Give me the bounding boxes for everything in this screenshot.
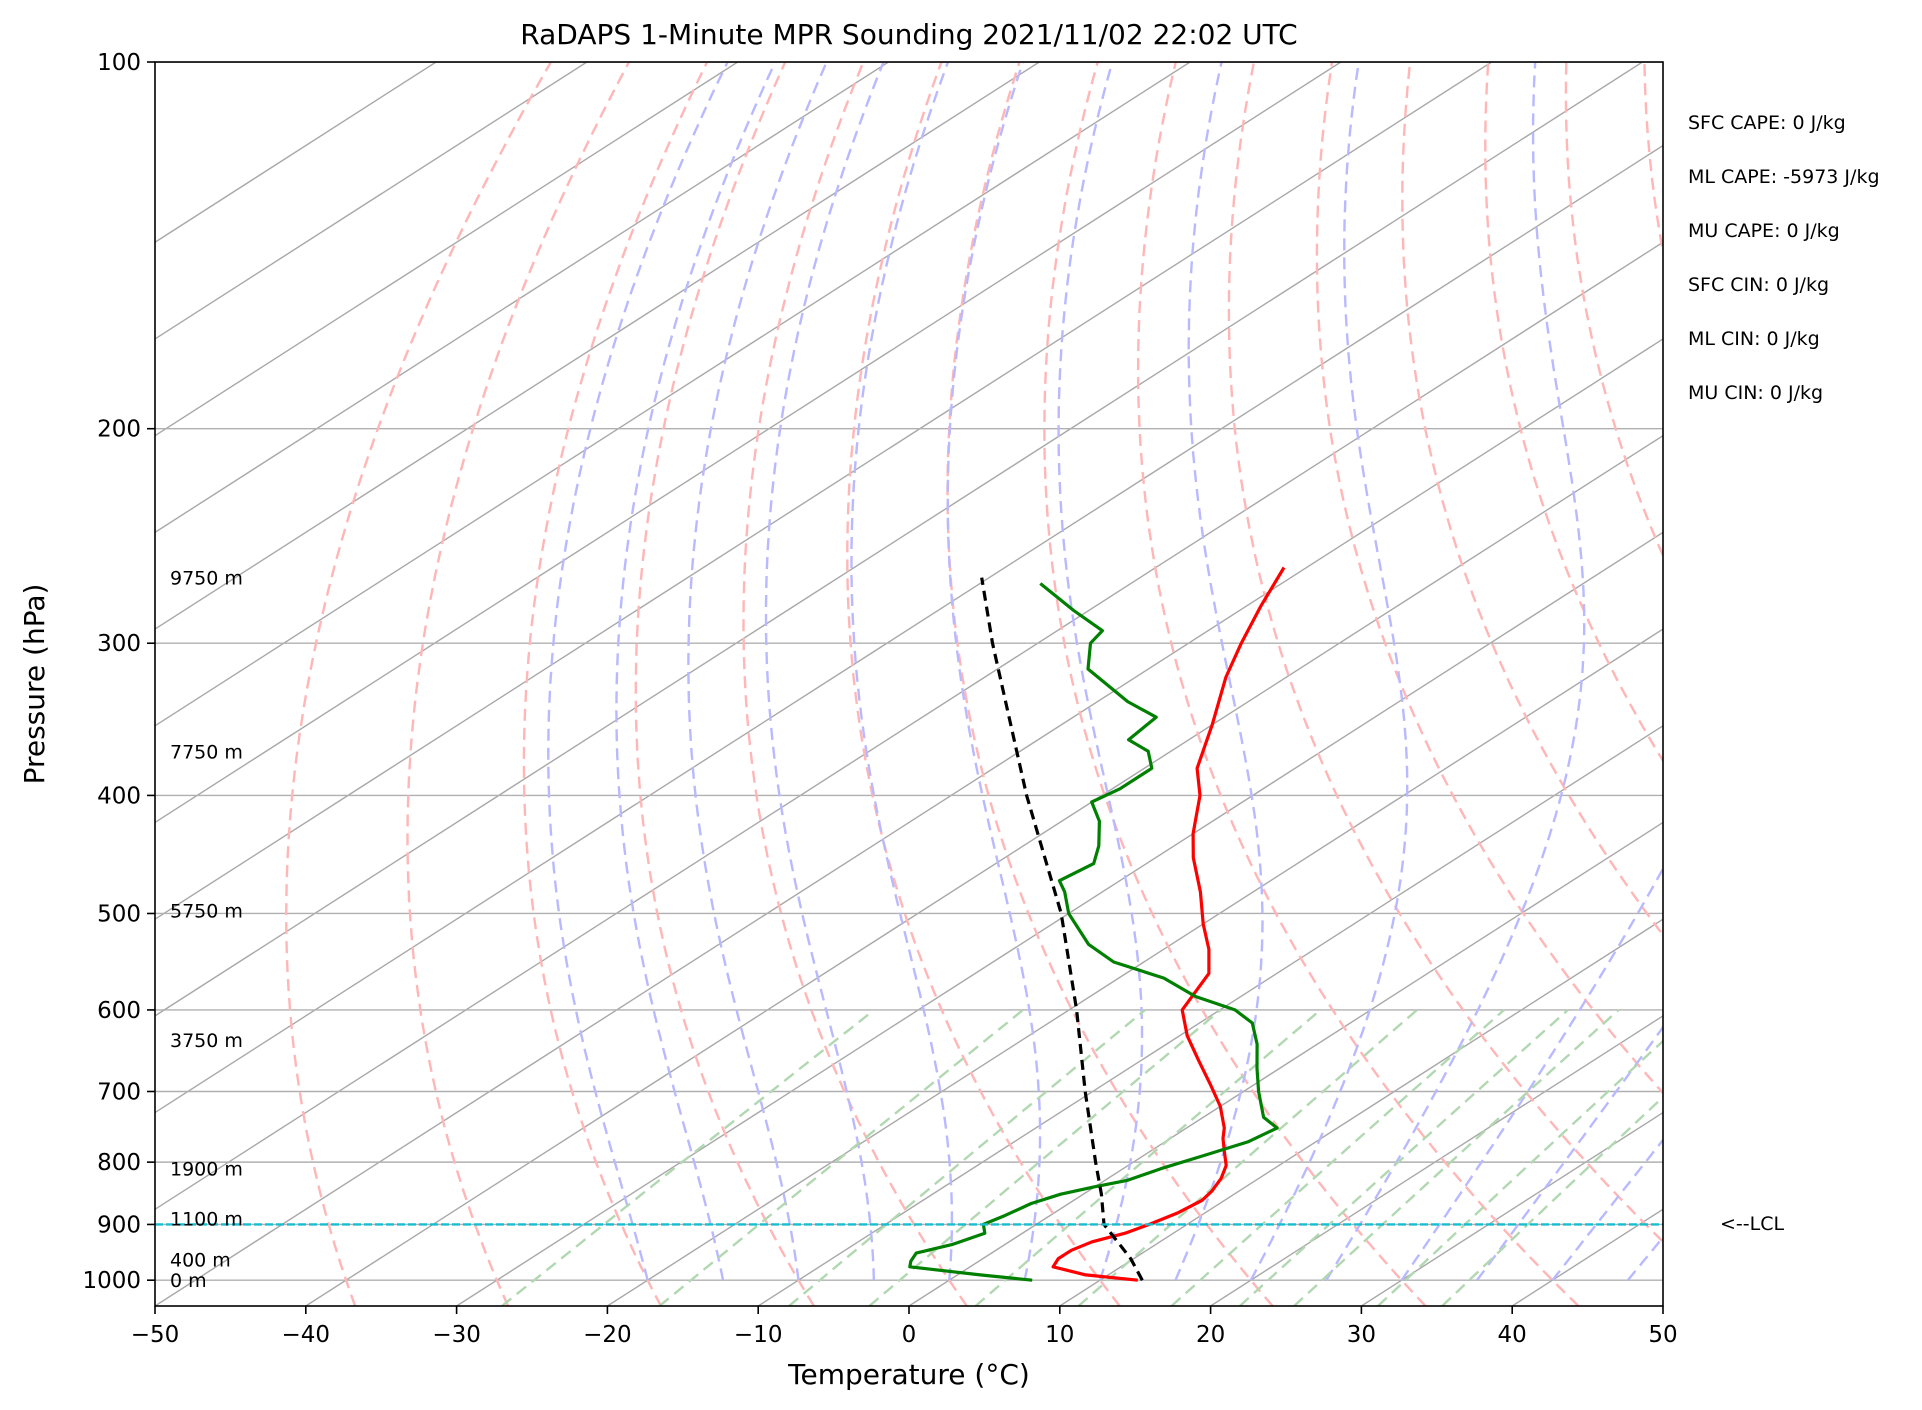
height-label: 9750 m (170, 568, 243, 590)
height-label: 0 m (170, 1270, 207, 1292)
plot-background (155, 62, 1663, 1306)
index-label: MU CAPE: 0 J/kg (1688, 220, 1840, 242)
x-tick-label: −20 (583, 1322, 632, 1348)
y-tick-label: 1000 (82, 1268, 141, 1294)
y-tick-label: 700 (97, 1079, 141, 1105)
height-label: 400 m (170, 1250, 231, 1272)
height-label: 3750 m (170, 1030, 243, 1052)
index-label: ML CAPE: -5973 J/kg (1688, 166, 1880, 188)
lcl-label: <--LCL (1720, 1213, 1784, 1235)
height-label: 7750 m (170, 741, 243, 763)
y-tick-label: 100 (97, 50, 141, 76)
index-label: MU CIN: 0 J/kg (1688, 382, 1823, 404)
x-tick-label: 10 (1045, 1322, 1074, 1348)
x-tick-label: −40 (282, 1322, 331, 1348)
y-tick-label: 400 (97, 783, 141, 809)
y-tick-label: 200 (97, 417, 141, 443)
x-axis-label: Temperature (°C) (787, 1358, 1030, 1391)
x-tick-label: 0 (902, 1322, 917, 1348)
x-tick-label: 20 (1196, 1322, 1225, 1348)
y-tick-label: 900 (97, 1212, 141, 1238)
y-tick-label: 300 (97, 631, 141, 657)
y-tick-label: 600 (97, 998, 141, 1024)
x-tick-label: −10 (734, 1322, 783, 1348)
x-tick-label: −30 (432, 1322, 481, 1348)
x-tick-label: −50 (131, 1322, 180, 1348)
height-label: 1100 m (170, 1209, 243, 1231)
y-axis-label: Pressure (hPa) (18, 584, 51, 785)
index-label: ML CIN: 0 J/kg (1688, 328, 1820, 350)
chart-title: RaDAPS 1-Minute MPR Sounding 2021/11/02 … (520, 18, 1297, 51)
x-tick-label: 50 (1648, 1322, 1677, 1348)
index-label: SFC CIN: 0 J/kg (1688, 274, 1829, 296)
x-tick-label: 40 (1498, 1322, 1527, 1348)
height-label: 5750 m (170, 900, 243, 922)
y-tick-label: 800 (97, 1150, 141, 1176)
y-tick-label: 500 (97, 901, 141, 927)
height-label: 1900 m (170, 1159, 243, 1181)
x-tick-label: 30 (1347, 1322, 1376, 1348)
index-label: SFC CAPE: 0 J/kg (1688, 112, 1846, 134)
